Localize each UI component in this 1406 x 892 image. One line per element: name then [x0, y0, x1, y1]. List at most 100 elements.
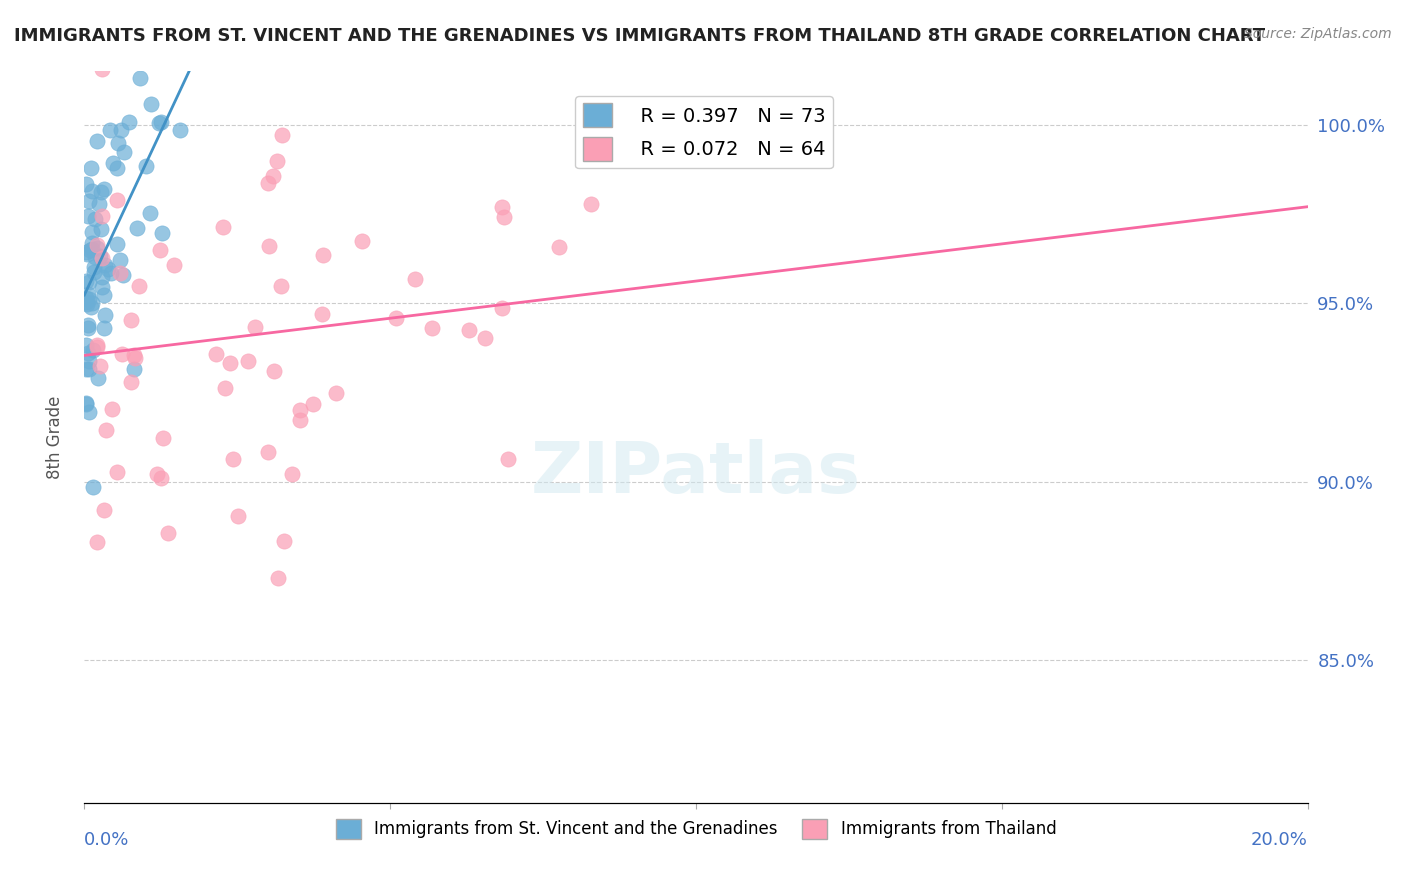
Point	[86, 241, 108, 255]
Point	[149, 243, 172, 257]
Point	[112, 145, 135, 159]
Point	[547, 240, 569, 254]
Point	[82, 343, 104, 358]
Point	[273, 534, 295, 549]
Point	[94, 308, 117, 322]
Point	[82, 242, 104, 256]
Point	[494, 210, 516, 224]
Point	[82, 480, 104, 494]
Point	[139, 206, 162, 220]
Point	[281, 467, 304, 481]
Point	[228, 508, 250, 523]
Point	[75, 178, 97, 192]
Point	[86, 238, 108, 252]
Point	[238, 354, 260, 368]
Point	[86, 134, 108, 148]
Legend:   R = 0.397   N = 73,   R = 0.072   N = 64: R = 0.397 N = 73, R = 0.072 N = 64	[575, 95, 832, 169]
Point	[122, 347, 145, 361]
Point	[385, 311, 408, 326]
Point	[145, 467, 167, 482]
Point	[80, 296, 103, 310]
Text: 20.0%: 20.0%	[1251, 831, 1308, 849]
Point	[83, 265, 105, 279]
Point	[263, 363, 285, 377]
Point	[77, 209, 100, 223]
Point	[75, 397, 97, 411]
Point	[245, 320, 267, 334]
Point	[288, 402, 311, 417]
Point	[76, 318, 98, 332]
Point	[89, 359, 111, 373]
Point	[311, 307, 333, 321]
Point	[105, 466, 128, 480]
Point	[82, 184, 104, 198]
Point	[257, 444, 280, 458]
Point	[257, 239, 280, 253]
Point	[121, 375, 143, 389]
Point	[75, 396, 97, 410]
Point	[90, 269, 112, 284]
Point	[270, 279, 292, 293]
Point	[214, 381, 236, 395]
Point	[75, 295, 97, 310]
Point	[157, 525, 180, 540]
Point	[211, 219, 233, 234]
Point	[120, 313, 142, 327]
Point	[76, 297, 98, 311]
Point	[77, 321, 100, 335]
Point	[496, 451, 519, 466]
Point	[219, 356, 242, 370]
Point	[97, 261, 120, 276]
Point	[312, 248, 335, 262]
Point	[122, 362, 145, 376]
Point	[352, 234, 374, 248]
Point	[302, 397, 325, 411]
Point	[93, 258, 115, 272]
Point	[91, 62, 114, 76]
Point	[90, 185, 112, 199]
Point	[163, 258, 186, 272]
Point	[84, 250, 107, 264]
Point	[86, 338, 108, 352]
Point	[262, 169, 284, 183]
Point	[152, 431, 174, 445]
Point	[491, 200, 513, 214]
Text: IMMIGRANTS FROM ST. VINCENT AND THE GRENADINES VS IMMIGRANTS FROM THAILAND 8TH G: IMMIGRANTS FROM ST. VINCENT AND THE GREN…	[14, 27, 1265, 45]
Point	[75, 245, 97, 260]
Point	[89, 196, 111, 211]
Y-axis label: 8th Grade: 8th Grade	[45, 395, 63, 479]
Point	[77, 405, 100, 419]
Point	[325, 385, 347, 400]
Point	[169, 123, 191, 137]
Point	[149, 471, 172, 485]
Point	[139, 97, 162, 112]
Point	[89, 221, 111, 235]
Point	[86, 339, 108, 353]
Point	[271, 128, 294, 142]
Point	[75, 291, 97, 305]
Point	[86, 535, 108, 549]
Point	[75, 274, 97, 288]
Point	[87, 370, 110, 384]
Point	[77, 354, 100, 368]
Point	[80, 236, 103, 251]
Point	[83, 260, 105, 274]
Point	[79, 244, 101, 258]
Point	[80, 225, 103, 239]
Text: ZIPatlas: ZIPatlas	[531, 439, 860, 508]
Point	[110, 123, 132, 137]
Point	[83, 211, 105, 226]
Point	[77, 293, 100, 307]
Point	[90, 209, 112, 223]
Point	[127, 221, 149, 235]
Point	[150, 115, 173, 129]
Point	[103, 156, 125, 170]
Point	[77, 194, 100, 209]
Point	[266, 153, 288, 168]
Point	[76, 346, 98, 360]
Point	[458, 323, 481, 337]
Point	[80, 161, 103, 176]
Point	[150, 226, 173, 240]
Point	[77, 362, 100, 376]
Point	[222, 451, 245, 466]
